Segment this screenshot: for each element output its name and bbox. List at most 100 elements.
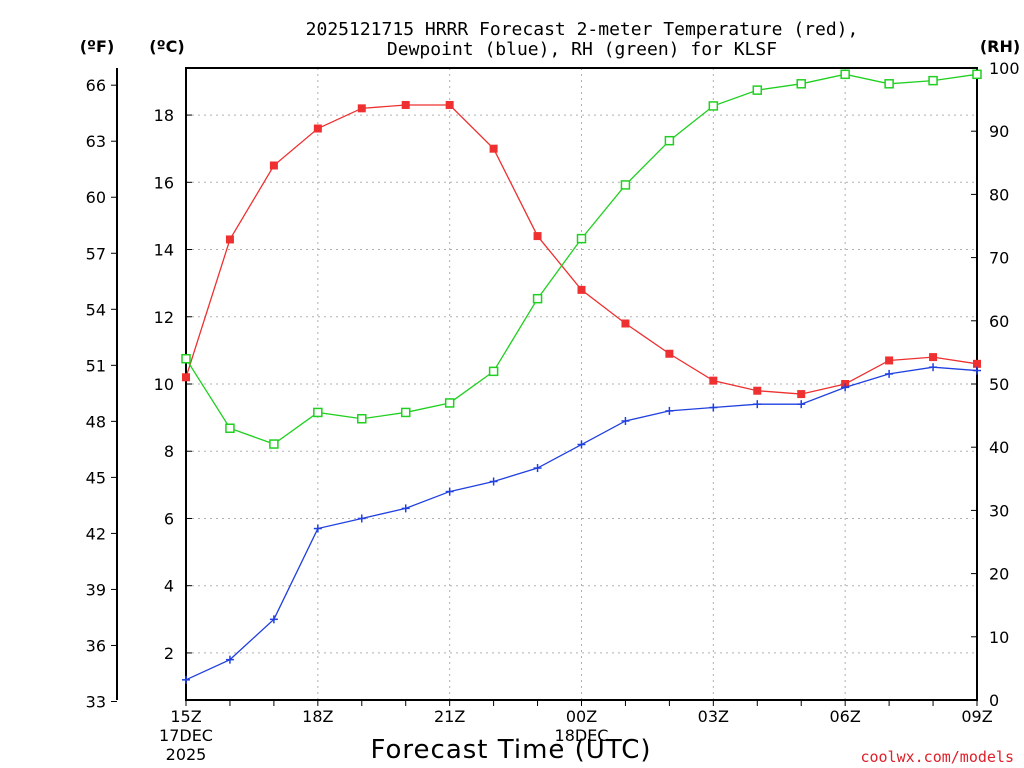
rh-tick-label: 90 — [989, 122, 1009, 141]
dewpoint-point — [182, 675, 190, 684]
dewpoint-point — [445, 487, 454, 496]
rh-point — [532, 293, 543, 304]
temperature-point — [577, 285, 586, 294]
rh-tick-label: 20 — [989, 565, 1009, 584]
rh-point — [884, 79, 894, 89]
dewpoint-point — [797, 400, 806, 409]
celsius-tick-label: 12 — [154, 308, 174, 327]
celsius-tick-label: 4 — [164, 577, 174, 596]
x-axis-title: Forecast Time (UTC) — [370, 735, 651, 765]
temperature-point — [797, 390, 806, 399]
rh-point — [444, 398, 455, 408]
x-tick-label: 18Z — [302, 707, 333, 726]
fahrenheit-tick-label: 36 — [86, 636, 106, 655]
dewpoint-point — [577, 440, 586, 449]
dewpoint-point — [401, 504, 410, 513]
celsius-tick-label: 6 — [164, 509, 174, 528]
rh-tick-label: 100 — [989, 59, 1020, 78]
rh-tick-label: 50 — [989, 375, 1009, 394]
temperature-point — [885, 356, 894, 365]
x-tick-label: 09Z — [961, 707, 992, 726]
temperature-point — [489, 144, 498, 153]
rh-point — [796, 79, 806, 89]
dewpoint-point — [225, 655, 234, 664]
rh-point — [400, 407, 411, 418]
x-tick-label: 06Z — [830, 707, 861, 726]
temperature-point — [533, 232, 542, 241]
rh-tick-label: 70 — [989, 249, 1009, 268]
temperature-point — [709, 376, 718, 385]
rh-point — [752, 85, 763, 95]
celsius-tick-label: 10 — [154, 375, 174, 394]
tick-labels: 33 36 39 42 45 48 51 54 57 60 63 66 2 4 6 8 10 12 14 16 18 0 1… — [86, 59, 1020, 764]
dewpoint-point — [489, 477, 498, 486]
rh-point — [708, 101, 719, 111]
x-tick-label: 17DEC — [159, 726, 213, 745]
fahrenheit-tick-label: 51 — [86, 356, 106, 375]
rh-tick-label: 80 — [989, 185, 1009, 204]
dewpoint-point — [709, 403, 718, 412]
temperature-point — [753, 386, 762, 395]
temperature-point — [445, 100, 454, 109]
dewpoint-point — [313, 524, 322, 533]
rh-point — [576, 233, 587, 244]
dewpoint-point — [665, 406, 674, 415]
temperature-point — [621, 319, 630, 328]
celsius-tick-label: 8 — [164, 442, 174, 461]
dewpoint-point — [973, 366, 981, 375]
dewpoint-point — [621, 416, 630, 425]
celsius-tick-label: 14 — [154, 241, 174, 260]
temperature-point — [182, 373, 190, 382]
rh-point — [928, 75, 938, 86]
rh-point — [269, 439, 279, 449]
rh-point — [972, 69, 982, 80]
rh-point — [664, 135, 675, 146]
dewpoint-point — [753, 400, 762, 409]
fahrenheit-tick-label: 57 — [86, 244, 106, 263]
celsius-unit-label: (ºC) — [149, 37, 184, 56]
fahrenheit-tick-label: 42 — [86, 524, 106, 543]
x-tick-label: 2025 — [166, 745, 207, 764]
x-tick-label: 15Z — [170, 707, 201, 726]
rh-tick-label: 40 — [989, 438, 1009, 457]
x-tick-label: 03Z — [698, 707, 729, 726]
temperature-point — [665, 349, 674, 358]
chart-title-line1: 2025121715 HRRR Forecast 2-meter Tempera… — [306, 19, 859, 40]
temperature-point — [929, 353, 938, 362]
rh-point — [313, 407, 323, 418]
fahrenheit-tick-label: 45 — [86, 468, 106, 487]
fahrenheit-tick-label: 39 — [86, 580, 106, 599]
data-series — [181, 69, 982, 684]
temperature-point — [357, 104, 366, 113]
rh-point — [181, 353, 191, 364]
dewpoint-point — [885, 369, 894, 378]
chart-title-line2: Dewpoint (blue), RH (green) for KLSF — [387, 39, 777, 60]
fahrenheit-tick-label: 63 — [86, 132, 106, 151]
rh-point — [488, 366, 499, 377]
temperature-point — [401, 100, 410, 109]
temperature-point — [973, 359, 981, 368]
celsius-tick-label: 2 — [164, 644, 174, 663]
rh-tick-label: 60 — [989, 312, 1009, 331]
fahrenheit-tick-label: 48 — [86, 412, 106, 431]
celsius-tick-label: 16 — [154, 173, 174, 192]
temperature-point — [269, 161, 278, 170]
rh-point — [840, 69, 850, 80]
fahrenheit-tick-label: 54 — [86, 300, 106, 319]
temperature-point — [313, 124, 322, 133]
dewpoint-point — [357, 514, 366, 523]
dewpoint-point — [533, 464, 542, 473]
dewpoint-point — [929, 363, 938, 372]
dewpoint-point — [841, 383, 850, 392]
temperature-point — [225, 235, 234, 244]
rh-tick-label: 0 — [989, 691, 999, 710]
x-tick-label: 00Z — [566, 707, 597, 726]
x-tick-label: 18DEC — [555, 726, 609, 745]
rh-point — [225, 423, 235, 433]
rh-tick-label: 10 — [989, 628, 1009, 647]
axes — [111, 67, 978, 706]
rh-tick-label: 30 — [989, 501, 1009, 520]
fahrenheit-tick-label: 60 — [86, 188, 106, 207]
fahrenheit-unit-label: (ºF) — [80, 37, 115, 56]
